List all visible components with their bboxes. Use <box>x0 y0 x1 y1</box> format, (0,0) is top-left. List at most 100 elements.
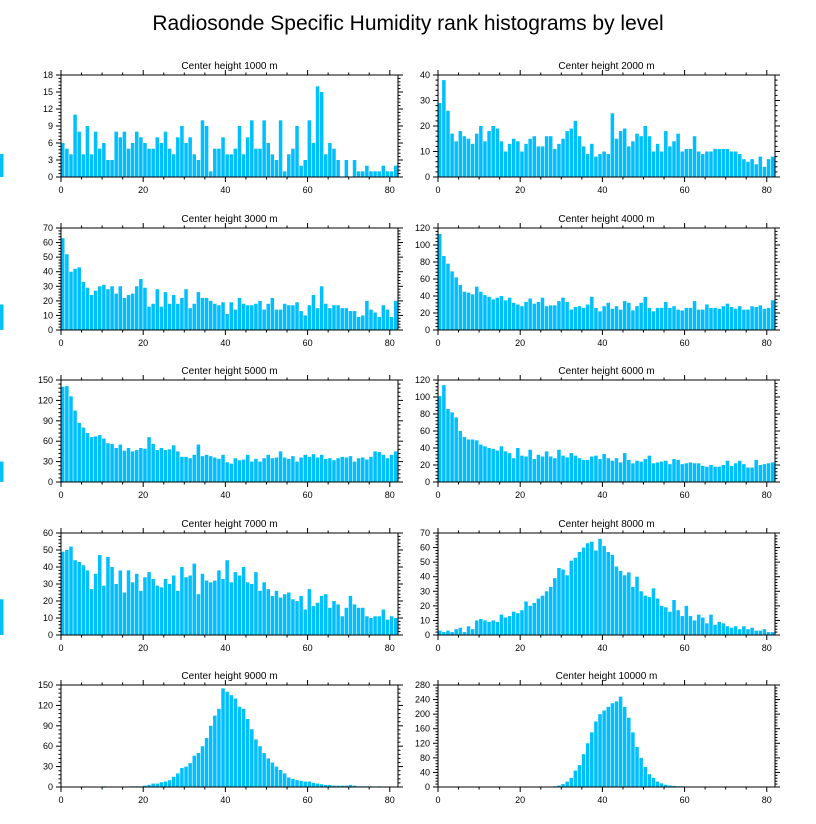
bar <box>303 781 307 787</box>
y-tick-label: 3 <box>48 155 53 165</box>
bar <box>565 301 569 330</box>
bar <box>553 305 557 330</box>
bar <box>208 725 213 787</box>
bar <box>393 300 398 330</box>
y-tick-label: 60 <box>420 543 430 553</box>
bar <box>450 133 454 177</box>
bar <box>516 304 520 330</box>
bar <box>373 451 377 482</box>
bar <box>319 454 324 482</box>
bar <box>581 547 586 635</box>
y-tick-label: 60 <box>420 274 430 284</box>
bar <box>672 306 676 330</box>
bar <box>631 310 635 330</box>
bar <box>278 451 283 482</box>
bar <box>381 454 386 482</box>
bar <box>143 448 147 482</box>
y-tick-label: 60 <box>43 741 53 751</box>
bar <box>635 746 639 787</box>
bar <box>581 754 586 787</box>
bar <box>229 695 234 787</box>
bar <box>270 297 275 330</box>
bar <box>163 131 168 177</box>
bar <box>672 600 676 635</box>
y-axis: 0 20 40 60 80 100 120 <box>415 223 780 335</box>
panel: Center height 5000 m 0 20 40 60 80 0 30 60 90 120 1… <box>0 366 403 500</box>
bar <box>159 587 164 635</box>
bar <box>721 306 726 330</box>
bar <box>229 302 234 330</box>
y-axis: 0 30 60 90 120 150 <box>38 680 403 792</box>
bar <box>528 605 532 635</box>
panel: Center height 1000 m 0 20 40 60 80 0 3 6 9 12 15 18 <box>43 61 403 195</box>
bar-series <box>0 385 775 482</box>
y-tick-label: 90 <box>43 416 53 426</box>
bar <box>446 630 450 635</box>
bar-series <box>61 86 398 177</box>
bar <box>319 92 324 177</box>
bar <box>507 453 512 482</box>
bar <box>233 458 238 482</box>
x-tick-label: 0 <box>58 643 63 653</box>
bar <box>77 267 81 330</box>
bar <box>495 450 500 482</box>
x-axis: 0 20 40 60 80 <box>58 528 395 653</box>
bar <box>352 785 357 787</box>
bar <box>324 458 328 482</box>
bar <box>184 456 188 482</box>
panel-title: Center height 7000 m <box>181 519 277 530</box>
bar <box>134 450 139 482</box>
bar <box>311 454 316 482</box>
bar <box>709 614 713 635</box>
y-tick-label: 6 <box>48 138 53 148</box>
bar <box>770 300 775 330</box>
bar <box>139 279 143 330</box>
bar <box>738 460 742 482</box>
figure-title: Radiosonde Specific Humidity rank histog… <box>152 12 663 35</box>
bar <box>204 580 209 635</box>
y-tick-label: 40 <box>420 767 430 777</box>
bar <box>167 148 172 177</box>
x-tick-label: 60 <box>680 338 690 348</box>
bar <box>225 313 229 330</box>
bar <box>450 412 454 482</box>
bar <box>762 629 767 635</box>
bar <box>217 458 221 482</box>
bar <box>77 131 81 177</box>
bar <box>520 610 524 635</box>
bar <box>122 450 127 482</box>
x-tick-label: 20 <box>515 490 525 500</box>
bar <box>171 575 176 635</box>
bar <box>171 445 176 482</box>
bar <box>229 582 234 635</box>
bar <box>643 296 647 330</box>
bar <box>147 148 151 177</box>
bar <box>544 591 549 635</box>
bar <box>159 306 164 330</box>
bar <box>474 133 479 177</box>
bar <box>557 449 561 482</box>
bar <box>213 580 217 635</box>
bar <box>245 454 250 482</box>
bar <box>102 143 106 177</box>
bar <box>483 446 487 482</box>
bar <box>151 578 155 635</box>
bar <box>291 305 295 330</box>
y-tick-label: 280 <box>415 680 430 690</box>
bar <box>348 311 353 330</box>
x-tick-label: 80 <box>762 795 772 805</box>
y-tick-label: 0 <box>425 630 430 640</box>
y-axis: 0 10 20 30 40 50 60 70 <box>420 528 780 640</box>
bar <box>311 782 316 787</box>
bar <box>442 385 446 482</box>
bar <box>200 573 205 635</box>
bar <box>77 561 81 635</box>
bar <box>602 306 606 330</box>
bar <box>569 309 574 330</box>
bar <box>237 297 242 330</box>
bar <box>524 601 528 635</box>
y-tick-label: 0 <box>425 782 430 792</box>
bar <box>585 743 590 787</box>
bar <box>159 143 164 177</box>
bar <box>110 443 114 482</box>
